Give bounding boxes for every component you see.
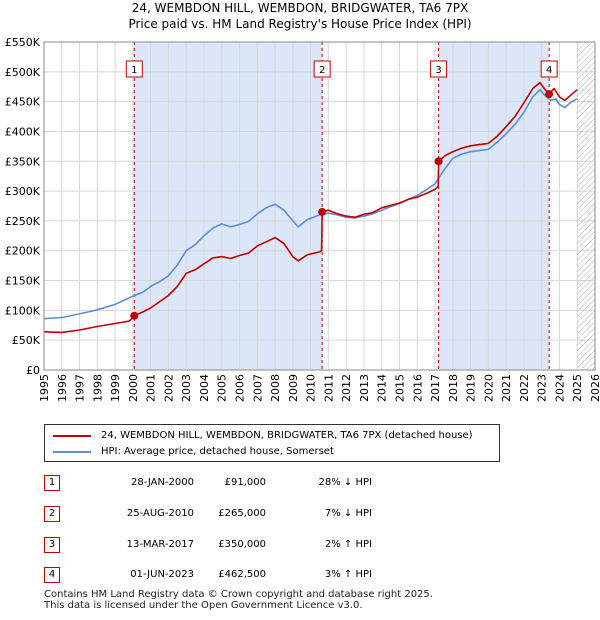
x-tick-label: 2008 [269,374,282,402]
transaction-price: £462,500 [218,569,266,580]
hpi-line [43,88,578,320]
x-tick-label: 2003 [180,374,193,402]
transaction-price: £350,000 [218,539,266,550]
sale-marker-box [125,60,143,78]
transaction-date: 25-AUG-2010 [126,508,194,519]
shaded-period [134,42,323,370]
y-tick-label: £250K [5,215,41,228]
x-tick-label: 2004 [198,374,211,402]
x-tick-label: 2019 [465,374,478,402]
x-tick-label: 2007 [251,374,264,402]
x-tick-label: 2022 [518,374,531,402]
y-tick-label: £100K [5,304,41,317]
sale-point [130,311,139,320]
y-tick-label: £200K [5,245,41,258]
transaction-date: 28-JAN-2000 [130,477,194,488]
x-tick-label: 2014 [376,374,389,402]
legend-swatch-price [53,435,91,437]
x-tick-label: 1998 [91,374,104,402]
price-line [43,81,578,334]
sale-marker-label: 1 [131,65,137,76]
x-tick-label: 1997 [74,374,87,402]
legend-label-hpi: HPI: Average price, detached house, Some… [101,446,334,457]
sale-marker-box [430,60,448,78]
x-tick-label: 2016 [411,374,424,402]
x-tick-label: 2024 [553,374,566,402]
y-tick-label: £500K [5,66,41,79]
x-tick-label: 2006 [234,374,247,402]
legend-swatch-hpi [53,451,91,453]
x-tick-label: 2026 [589,374,600,402]
forecast-hatch [577,42,595,370]
y-tick-label: £350K [5,155,41,168]
x-tick-label: 2018 [447,374,460,402]
transaction-number: 3 [44,537,60,553]
y-tick-label: £450K [5,96,41,109]
x-tick-label: 2005 [216,374,229,402]
x-tick-label: 2025 [571,374,584,402]
y-tick-label: £400K [5,125,41,138]
x-tick-label: 2011 [322,374,335,402]
transaction-row: 4 01-JUN-2023 £462,500 3% ↑ HPI [44,565,464,585]
transaction-number: 4 [44,567,60,583]
y-tick-label: £300K [5,185,41,198]
chart-title: 24, WEMBDON HILL, WEMBDON, BRIDGWATER, T… [131,1,469,15]
transaction-row: 2 25-AUG-2010 £265,000 7% ↓ HPI [44,504,464,524]
legend: 24, WEMBDON HILL, WEMBDON, BRIDGWATER, T… [44,424,500,462]
transaction-number: 2 [44,506,60,522]
x-tick-label: 2020 [482,374,495,402]
transaction-hpi: 7% ↓ HPI [324,508,372,519]
x-tick-label: 2009 [287,374,300,402]
transaction-date: 13-MAR-2017 [126,539,194,550]
transaction-row: 1 28-JAN-2000 £91,000 28% ↓ HPI [44,473,464,493]
sale-marker-box [540,60,558,78]
x-tick-label: 1996 [56,374,69,402]
transaction-hpi: 28% ↓ HPI [318,477,372,488]
x-tick-label: 2002 [162,374,175,402]
x-tick-label: 2012 [340,374,353,402]
sale-point [545,90,554,99]
transaction-row: 3 13-MAR-2017 £350,000 2% ↑ HPI [44,535,464,555]
x-tick-label: 2001 [145,374,158,402]
x-tick-label: 1999 [109,374,122,402]
x-tick-label: 2023 [536,374,549,402]
footer-copyright: Contains HM Land Registry data © Crown c… [44,589,433,600]
x-tick-label: 2015 [393,374,406,402]
chart-subtitle: Price paid vs. HM Land Registry's House … [128,17,472,31]
x-tick-label: 1995 [38,374,51,402]
sale-marker-box [313,60,331,78]
sale-marker-label: 3 [435,65,441,76]
sale-marker-label: 2 [319,65,325,76]
price-chart: 1 2 3 4 £0 £50K £100K £150K £200K £250K £300K £350… [5,36,600,402]
x-tick-label: 2013 [358,374,371,402]
sale-marker-label: 4 [546,65,552,76]
transaction-price: £91,000 [224,477,266,488]
footer-licence: This data is licensed under the Open Gov… [44,600,363,611]
y-tick-label: £50K [12,334,41,347]
sale-point [318,207,327,216]
shaded-period [438,42,550,370]
y-tick-label: £550K [5,36,41,49]
x-tick-label: 2010 [305,374,318,402]
x-tick-label: 2021 [500,374,513,402]
y-tick-label: £0 [26,364,40,377]
footer: Contains HM Land Registry data © Crown c… [44,589,433,611]
x-tick-label: 2000 [127,374,140,402]
x-tick-label: 2017 [429,374,442,402]
sale-point [434,157,443,166]
transaction-hpi: 3% ↑ HPI [324,569,372,580]
y-tick-label: £150K [5,275,41,288]
transaction-hpi: 2% ↑ HPI [324,539,372,550]
transaction-number: 1 [44,475,60,491]
plot-frame [43,41,596,371]
transaction-price: £265,000 [218,508,266,519]
legend-label-price: 24, WEMBDON HILL, WEMBDON, BRIDGWATER, T… [101,430,473,441]
transaction-date: 01-JUN-2023 [130,569,194,580]
